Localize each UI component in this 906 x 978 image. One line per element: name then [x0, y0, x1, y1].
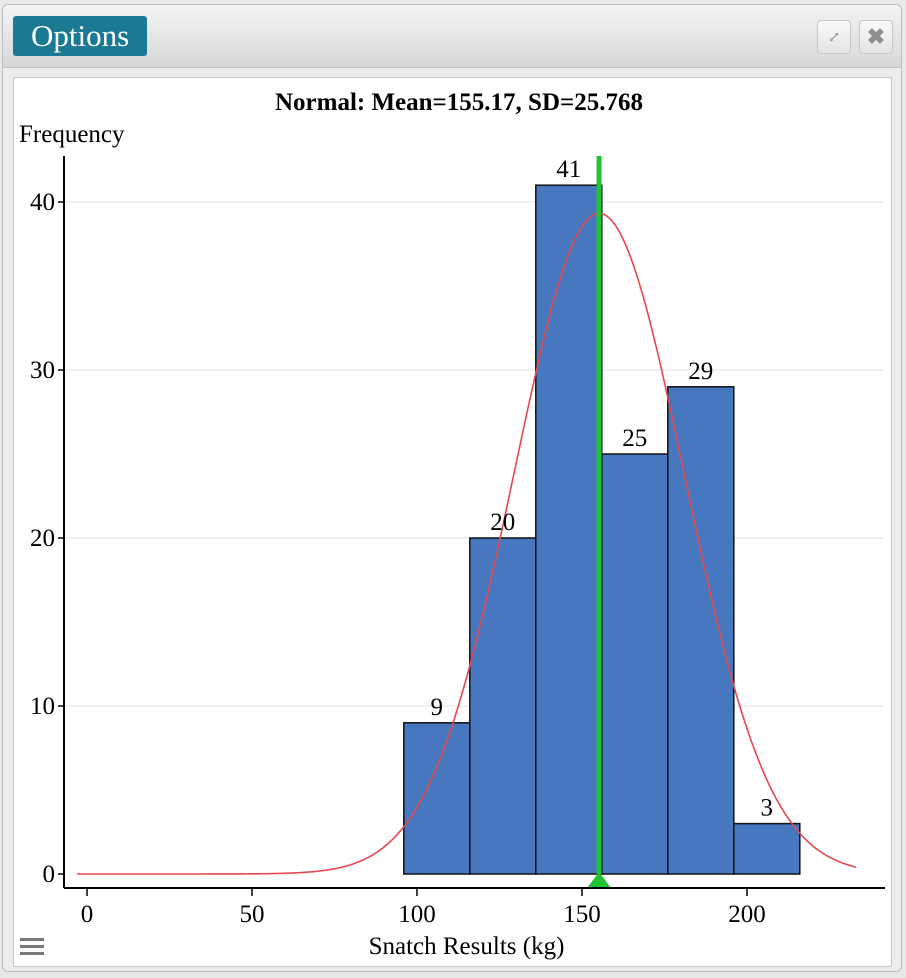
mean-marker-triangle	[587, 872, 612, 888]
bar-count-label: 41	[556, 156, 581, 183]
x-tick-label: 50	[240, 901, 265, 928]
y-tick-label: 40	[30, 189, 55, 216]
bar-count-label: 9	[431, 694, 444, 721]
histogram-bar	[403, 722, 471, 875]
bar-count-label: 3	[761, 795, 774, 822]
options-button[interactable]: Options	[13, 16, 148, 56]
y-tick-label: 0	[43, 861, 56, 888]
x-tick-label: 150	[563, 901, 601, 928]
normal-curve	[77, 212, 857, 875]
chart-title: Normal: Mean=155.17, SD=25.768	[275, 89, 643, 116]
bar-count-label: 25	[622, 425, 647, 452]
y-tick-label: 30	[30, 357, 55, 384]
window-titlebar: Options ⤢ ✖	[3, 5, 901, 68]
x-tick-label: 100	[398, 901, 436, 928]
plot-window: Options ⤢ ✖ Normal: Mean=155.17, SD=25.7…	[2, 4, 902, 972]
histogram-bar	[601, 453, 669, 875]
histogram-chart: Normal: Mean=155.17, SD=25.768 Frequency S…	[19, 89, 885, 960]
histogram-bar	[469, 537, 537, 875]
hamburger-menu-icon[interactable]	[20, 938, 44, 958]
x-tick-label: 200	[728, 901, 766, 928]
bar-count-label: 20	[490, 509, 515, 536]
close-icon: ✖	[866, 24, 886, 49]
plot-panel: Normal: Mean=155.17, SD=25.768 Frequency S…	[13, 77, 892, 967]
expand-button[interactable]: ⤢	[817, 20, 851, 54]
histogram-bar	[733, 822, 801, 875]
y-tick-label: 10	[30, 693, 55, 720]
bar-count-label: 29	[688, 358, 713, 385]
expand-icon: ⤢	[827, 29, 841, 46]
histogram-bar	[535, 184, 603, 875]
x-tick-label: 0	[81, 901, 94, 928]
histogram-bar	[667, 386, 735, 875]
y-tick-label: 20	[30, 525, 55, 552]
x-axis-label: Snatch Results (kg)	[369, 933, 565, 960]
close-button[interactable]: ✖	[859, 20, 893, 54]
y-axis-label: Frequency	[19, 121, 125, 148]
